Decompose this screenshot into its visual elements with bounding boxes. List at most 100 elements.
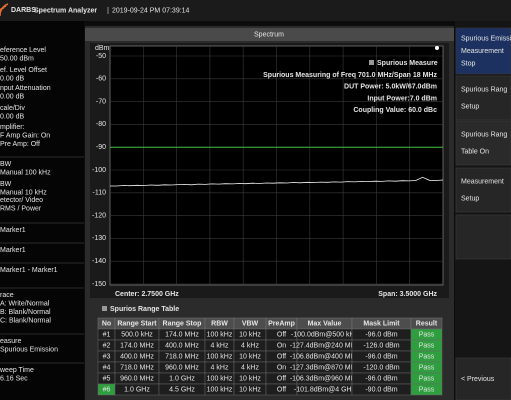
column-header: RBW — [211, 320, 228, 327]
span: Span: 3.5000 GHz — [378, 291, 437, 298]
table-cell — [410, 383, 443, 396]
y-tick-label: -50 — [96, 53, 106, 60]
setting-label: ef. Level Offset — [0, 67, 47, 74]
annotation: DUT Power: 5.0kW/67.0dBm — [344, 84, 437, 91]
cell-text: 100 kHz — [207, 375, 233, 382]
softkey[interactable] — [455, 27, 511, 75]
legend-title: Spurious Measure — [377, 60, 438, 67]
setting-value: F Amp Gain: On — [0, 132, 50, 139]
softkey-label[interactable]: Spurious Rang — [461, 86, 507, 93]
cell-text: -96.0 dBm — [365, 353, 397, 360]
cell-text: -101.8dBm@4 GHz — [294, 386, 356, 393]
panel-title-bar — [85, 28, 454, 41]
y-axis-label: dBm — [95, 45, 110, 52]
setting-label: easure — [0, 338, 22, 345]
setting-label: etector/ Video — [0, 197, 43, 204]
softkey-label[interactable]: Stop — [461, 60, 476, 67]
setting-label: race — [0, 292, 14, 299]
softkey-label[interactable]: Spurious Rang — [461, 131, 507, 138]
spectrum-trace — [110, 176, 444, 187]
softkey[interactable] — [455, 214, 511, 260]
softkey-label[interactable]: Measurement — [461, 48, 504, 55]
cell-text: 960.0 MHz — [165, 364, 199, 371]
setting-label: BW — [0, 161, 12, 168]
setting-value: 0.00 dB — [0, 93, 24, 100]
cell-text: #6 — [103, 386, 111, 393]
setting-label: BW — [0, 181, 12, 188]
softkey[interactable] — [455, 167, 511, 213]
setting-label: Marker1 - Marker1 — [0, 267, 58, 274]
y-tick-label: -80 — [96, 121, 106, 128]
setting-label: Marker1 — [0, 227, 26, 234]
setting-value: Manual 100 kHz — [0, 169, 51, 176]
cell-text: Pass — [419, 353, 435, 360]
app-name: Spectrum Analyzer — [34, 7, 97, 14]
column-header: Mask Limit — [363, 320, 400, 327]
softkey-label[interactable]: Setup — [461, 195, 479, 202]
top-bar — [0, 0, 511, 21]
y-tick-label: -110 — [93, 190, 107, 197]
cell-text: 718.0 MHz — [165, 353, 199, 360]
softkey-label[interactable]: Spurious Emissi — [461, 35, 511, 42]
cell-text: 400.0 MHz — [165, 342, 199, 349]
cell-text: -96.0 dBm — [365, 331, 397, 338]
softkey-label[interactable]: Measurement — [461, 178, 504, 185]
cell-text: 10 kHz — [239, 353, 261, 360]
cell-text: #5 — [103, 375, 111, 382]
cell-text: -100.0dBm@500 kHz — [291, 331, 359, 338]
cell-text: 174.0 MHz — [165, 331, 199, 338]
status-dot — [435, 46, 439, 50]
cell-text: Off — [277, 331, 286, 338]
y-tick-label: -120 — [92, 212, 106, 219]
cell-text: 10 kHz — [239, 331, 261, 338]
annotation: Coupling Value: 60.0 dBc — [353, 107, 437, 114]
cell-text: 500.0 kHz — [121, 331, 153, 338]
legend-swatch — [369, 60, 374, 65]
timestamp: 2019-09-24 PM 07:39:14 — [112, 7, 190, 14]
cell-text: #1 — [103, 331, 111, 338]
column-header: PreAmp — [268, 320, 295, 327]
setting-value: 0.00 dB — [0, 113, 24, 120]
cell-text: -90.0 dBm — [365, 386, 397, 393]
cell-text: -126.0 dBm — [363, 342, 399, 349]
setting-value: 50.00 dBm — [0, 55, 34, 62]
setting-value: Spurious Emission — [0, 346, 58, 353]
table-title: Spurios Range Table — [110, 306, 179, 313]
column-header: No — [102, 320, 111, 327]
center-frequency: Center: 2.7500 GHz — [115, 291, 179, 298]
cell-text: 4 kHz — [211, 342, 229, 349]
cell-text: #2 — [103, 342, 111, 349]
cell-text: Pass — [419, 364, 435, 371]
softkey-label[interactable]: < Previous — [461, 376, 495, 383]
y-tick-label: -90 — [96, 144, 106, 151]
cell-text: Pass — [419, 342, 435, 349]
cell-text: 10 kHz — [239, 375, 261, 382]
softkey[interactable] — [455, 120, 511, 166]
setting-value: A: Write/Normal — [0, 300, 50, 307]
column-header: Max Value — [308, 320, 342, 327]
setting-value: 6.16 Sec — [0, 375, 28, 382]
cell-text: 10 kHz — [239, 386, 261, 393]
column-header: Range Start — [117, 320, 157, 327]
setting-label: cale/Div — [0, 105, 25, 112]
table-icon — [102, 306, 107, 311]
softkey-label[interactable]: Setup — [461, 103, 479, 110]
cell-text: 4 kHz — [241, 364, 259, 371]
cell-text: Pass — [419, 386, 435, 393]
annotation: Spurious Measuring of Freq 701.0 MHz/Spa… — [263, 72, 437, 79]
softkey[interactable] — [455, 75, 511, 121]
softkey-label[interactable]: Table On — [461, 148, 489, 155]
softkey[interactable] — [455, 357, 511, 400]
annotation: Input Power:7.0 dBm — [367, 95, 437, 102]
cell-text: 100 kHz — [207, 331, 233, 338]
cell-text: Off — [277, 386, 286, 393]
panel-title: Spectrum — [254, 31, 284, 38]
setting-value: Pre Amp: Off — [0, 141, 40, 148]
logo-text: DARBS — [11, 7, 36, 14]
setting-value: RMS / Power — [0, 205, 42, 212]
cell-text: 4 kHz — [211, 364, 229, 371]
y-tick-label: -130 — [92, 235, 106, 242]
cell-text: -127.4dBm@240 MHz — [290, 342, 360, 349]
y-tick-label: -70 — [96, 98, 106, 105]
y-tick-label: -150 — [92, 281, 106, 288]
